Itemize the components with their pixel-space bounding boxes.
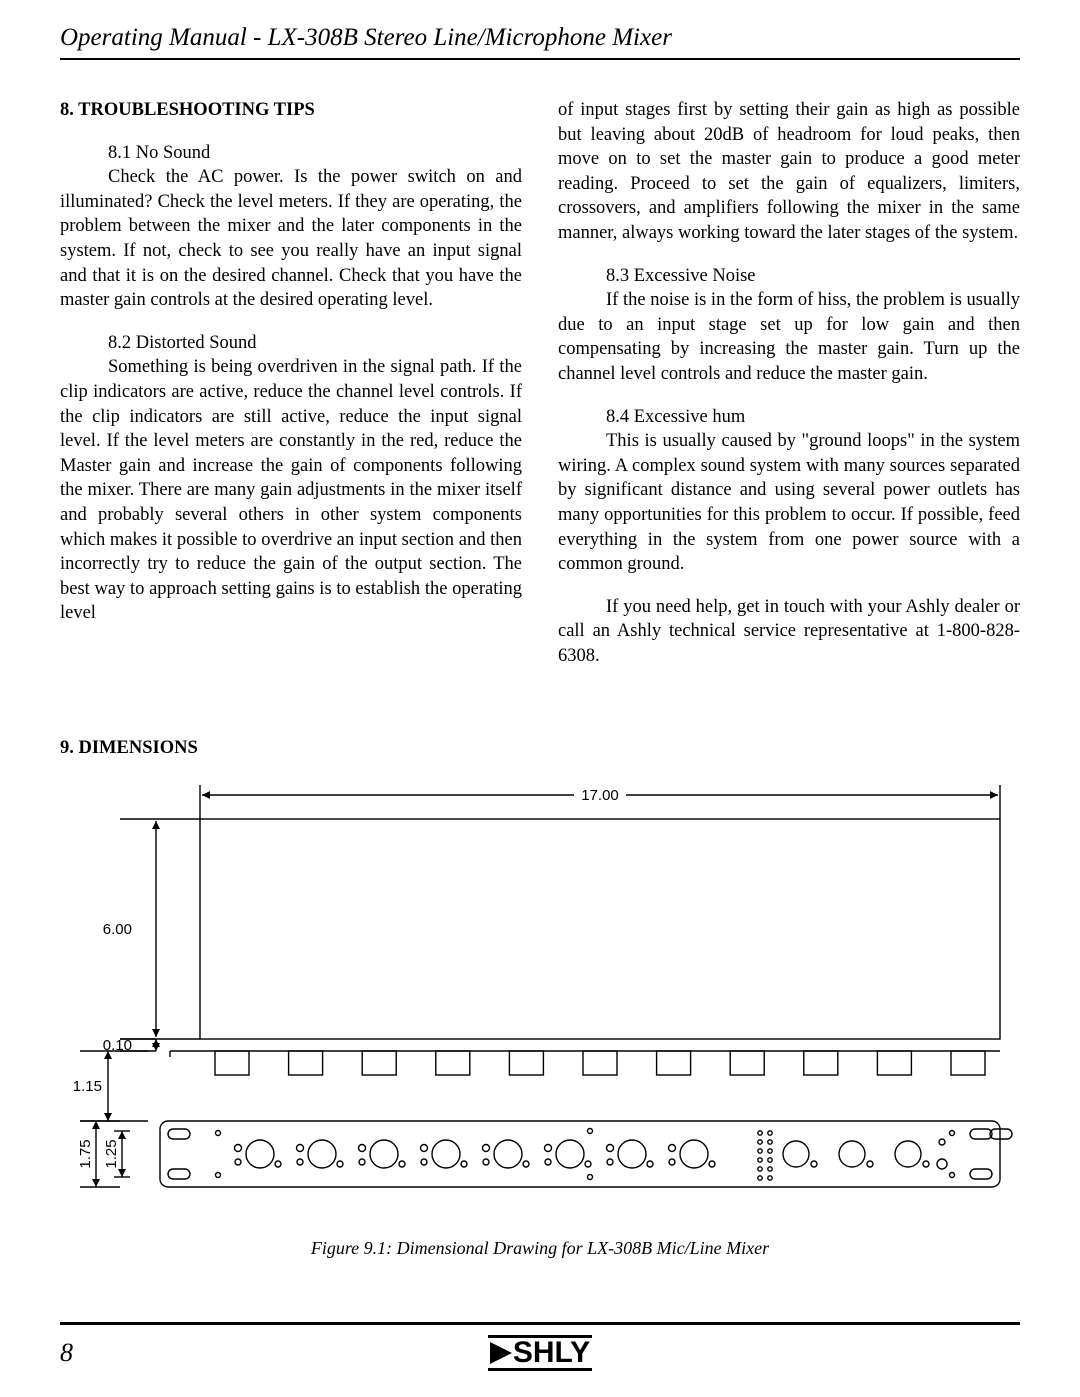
- subsection-8-3-body: If the noise is in the form of hiss, the…: [558, 288, 1020, 386]
- subsection-8-4-title: 8.4 Excessive hum: [558, 405, 1020, 430]
- subsection-8-4-body: This is usually caused by "ground loops"…: [558, 429, 1020, 577]
- left-column: 8. TROUBLESHOOTING TIPS 8.1 No Sound Che…: [60, 98, 522, 668]
- dimension-diagram: 17.006.000.101.151.751.25: [60, 779, 1020, 1224]
- manual-header: Operating Manual - LX-308B Stereo Line/M…: [60, 22, 1020, 58]
- help-paragraph: If you need help, get in touch with your…: [558, 595, 1020, 669]
- two-column-body: 8. TROUBLESHOOTING TIPS 8.1 No Sound Che…: [60, 98, 1020, 668]
- svg-text:1.75: 1.75: [77, 1140, 94, 1169]
- footer-rule: [60, 1322, 1020, 1325]
- header-rule: [60, 58, 1020, 60]
- subsection-8-2-body-b: of input stages first by setting their g…: [558, 98, 1020, 246]
- svg-text:6.00: 6.00: [103, 921, 132, 938]
- dimension-svg: 17.006.000.101.151.751.25: [60, 779, 1020, 1219]
- logo-text: SHLY: [513, 1338, 590, 1368]
- svg-text:1.25: 1.25: [103, 1140, 120, 1169]
- right-column: of input stages first by setting their g…: [558, 98, 1020, 668]
- ashly-logo: SHLY: [488, 1335, 592, 1371]
- figure-caption: Figure 9.1: Dimensional Drawing for LX-3…: [60, 1238, 1020, 1259]
- subsection-8-2-title: 8.2 Distorted Sound: [60, 331, 522, 356]
- subsection-8-2-body-a: Something is being overdriven in the sig…: [60, 355, 522, 626]
- section-8-heading: 8. TROUBLESHOOTING TIPS: [60, 98, 522, 123]
- subsection-8-3-title: 8.3 Excessive Noise: [558, 264, 1020, 289]
- logo-triangle-icon: [490, 1342, 512, 1364]
- section-9-heading: 9. DIMENSIONS: [60, 738, 1020, 759]
- page-footer: 8 SHLY: [60, 1322, 1020, 1371]
- subsection-8-1-body: Check the AC power. Is the power switch …: [60, 165, 522, 313]
- svg-text:1.15: 1.15: [73, 1078, 102, 1095]
- subsection-8-1-title: 8.1 No Sound: [60, 141, 522, 166]
- svg-text:17.00: 17.00: [581, 787, 619, 804]
- page-number: 8: [60, 1338, 73, 1368]
